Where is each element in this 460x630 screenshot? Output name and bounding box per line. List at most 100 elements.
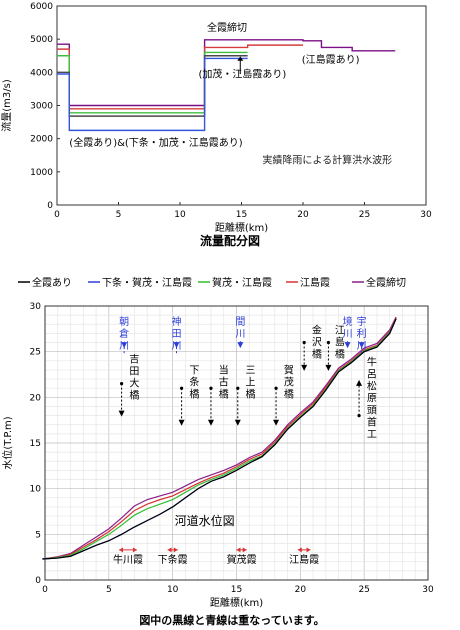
river-arrowhead	[344, 342, 351, 349]
river-arrowhead	[358, 342, 365, 349]
y-tick-label: 5	[35, 530, 41, 540]
svg-text:川: 川	[343, 329, 353, 340]
svg-text:橋: 橋	[284, 388, 294, 401]
kasumi-label: 賀茂霞	[227, 547, 257, 566]
svg-text:橋: 橋	[189, 388, 199, 401]
kasumi-arrowhead	[236, 547, 241, 553]
bridge-arrowhead	[301, 364, 308, 371]
kasumi-label-text: 牛川霞	[113, 553, 143, 566]
annotation: (全霞あり)&(下条・加茂・江島霞あり)	[69, 136, 243, 149]
bridge-arrowhead	[356, 379, 363, 386]
y-tick-label: 4000	[30, 68, 53, 78]
y-tick-label: 15	[30, 439, 41, 449]
bridge-arrowhead	[178, 419, 185, 426]
svg-text:金: 金	[312, 323, 322, 336]
svg-text:下: 下	[189, 366, 199, 377]
x-tick-label: 20	[295, 585, 307, 595]
kasumi-label: 牛川霞	[113, 547, 143, 566]
bridge-label: 賀茂橋	[273, 365, 294, 426]
x-tick-label: 15	[236, 210, 247, 220]
x-tick-label: 25	[358, 585, 369, 595]
bridge-label-text: 賀茂橋	[284, 365, 294, 401]
svg-text:間: 間	[235, 316, 245, 328]
water-level-chart: 0 5 10 15 20 25 30 0 5 10 15 20 25 30 距離標(km) 水位(T.P.m)…	[1, 302, 434, 609]
series-line	[42, 318, 397, 560]
svg-text:工: 工	[367, 429, 377, 440]
bridge-label-text: 金沢橋	[312, 323, 322, 360]
river-label: 宇利川	[357, 315, 367, 354]
svg-text:橋: 橋	[129, 389, 139, 402]
bridge-arrow-dot	[357, 414, 361, 418]
x-tick-label: 30	[420, 210, 432, 220]
kasumi-label: 江島霞	[289, 547, 319, 566]
kasumi-arrowhead	[167, 547, 172, 553]
y-tick-label: 1000	[30, 168, 53, 178]
legend-item: 全霞あり	[18, 276, 72, 289]
bridge-arrowhead	[207, 419, 214, 426]
series-line	[57, 51, 248, 114]
x-tick-label: 30	[422, 585, 434, 595]
y-tick-label: 30	[30, 302, 42, 312]
x-axis-label: 距離標(km)	[210, 596, 263, 609]
annotation: (加茂・江島霞あり)	[198, 67, 286, 80]
series-line	[42, 316, 397, 560]
bridge-label: 江島橋	[325, 324, 345, 371]
footnote: 図中の黒線と青線は重なっています。	[139, 613, 324, 627]
kasumi-arrowhead	[242, 547, 247, 553]
svg-text:茂: 茂	[284, 376, 294, 389]
svg-text:頭: 頭	[367, 404, 377, 416]
svg-text:賀: 賀	[284, 365, 294, 377]
svg-text:吉: 吉	[129, 354, 139, 366]
river-label: 境川	[343, 315, 353, 349]
river-label: 神田川	[171, 315, 181, 354]
svg-text:首: 首	[367, 415, 377, 428]
flow-distribution-chart: 0 5 10 15 20 25 30 0 1000 2000 3000 4000 5000 6000 距離標…	[0, 2, 432, 234]
bridge-label: 三上橋	[234, 366, 256, 426]
bridge-label-text: 江島橋	[335, 324, 345, 360]
river-arrowhead	[173, 342, 180, 349]
kasumi-label-text: 下条霞	[158, 553, 188, 566]
x-tick-label: 5	[106, 585, 112, 595]
bridge-label-text: 三上橋	[246, 366, 256, 401]
legend-label: 全霞締切	[366, 276, 406, 289]
svg-text:原: 原	[367, 392, 377, 404]
svg-text:川: 川	[235, 329, 245, 340]
svg-text:橋: 橋	[246, 388, 256, 401]
legend-label: 全霞あり	[32, 276, 72, 289]
svg-text:朝: 朝	[119, 316, 129, 328]
kasumi-arrowhead	[297, 547, 302, 553]
x-tick-label: 25	[359, 210, 370, 220]
bridge-arrow-dot	[274, 386, 278, 390]
kasumi-label-text: 賀茂霞	[227, 553, 257, 566]
plot-frame	[44, 305, 429, 581]
y-tick-label: 20	[30, 393, 42, 403]
svg-text:橋: 橋	[335, 347, 345, 360]
bridge-arrow-dot	[236, 386, 240, 390]
svg-text:江: 江	[335, 324, 345, 336]
kasumi-arrowhead	[306, 547, 311, 553]
x-tick-label: 15	[231, 585, 242, 595]
svg-text:島: 島	[335, 335, 345, 348]
bridge-arrow-dot	[120, 382, 124, 386]
bridge-label: 下条橋	[178, 366, 199, 426]
legend-item: 下条・賀茂・江島霞	[88, 276, 192, 289]
svg-text:田: 田	[129, 367, 139, 378]
x-axis-label: 距離標(km)	[215, 221, 268, 234]
annotation: (江島霞あり)	[302, 53, 360, 66]
kasumi-arrowhead	[119, 547, 124, 553]
legend-label: 賀茂・江島霞	[212, 276, 272, 289]
series-line	[57, 57, 248, 132]
x-tick-label: 5	[116, 210, 122, 220]
annotation: 実績降雨による計算洪水波形	[262, 154, 392, 167]
y-tick-label: 2000	[30, 135, 53, 145]
plot-annotation: 河道水位図	[175, 513, 235, 528]
river-label-text: 境川	[343, 315, 353, 340]
y-tick-label: 0	[35, 576, 41, 586]
flow-chart-title: 流量配分図	[200, 233, 260, 248]
bridge-arrow-dot	[302, 340, 306, 345]
svg-text:田: 田	[171, 329, 181, 340]
bridge-arrow-dot	[180, 386, 184, 390]
